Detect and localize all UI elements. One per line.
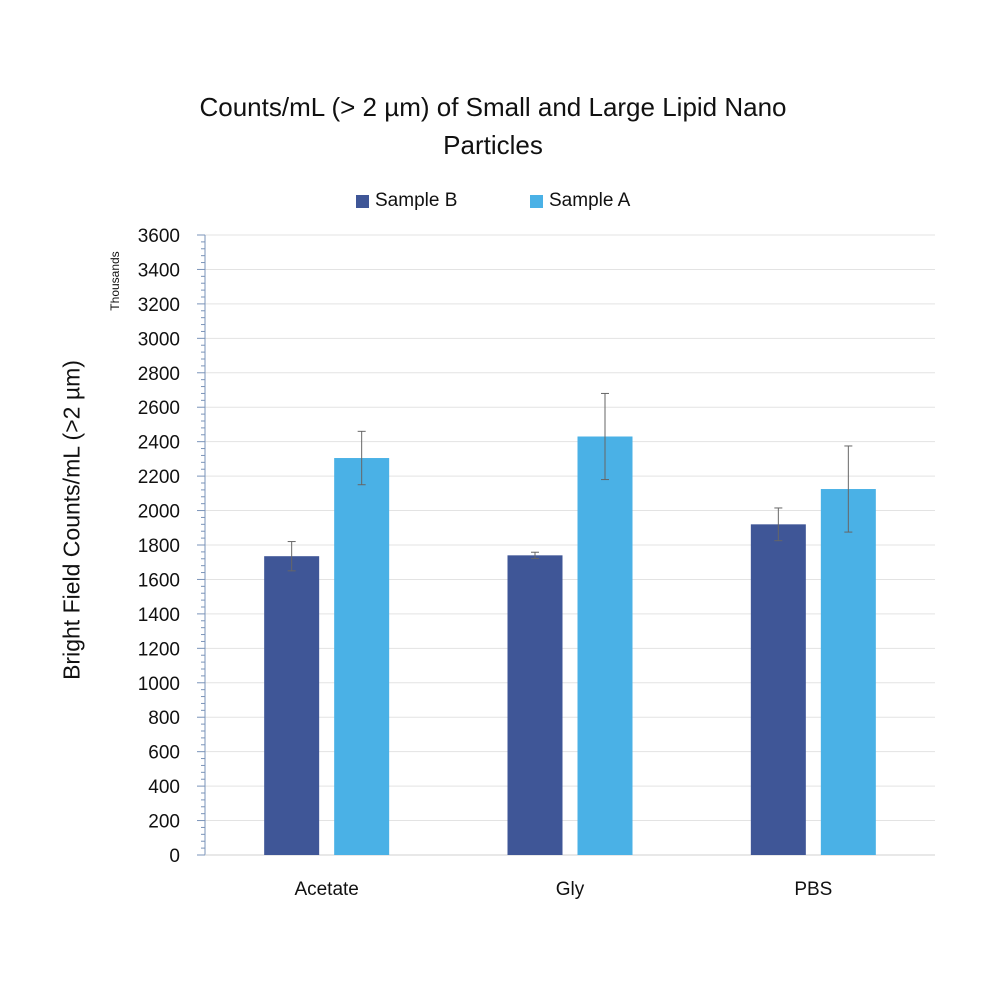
legend-item-sample-b: Sample B	[356, 190, 457, 212]
x-tick-label-gly: Gly	[556, 879, 585, 900]
x-tick-label-acetate: Acetate	[294, 879, 358, 900]
y-tick-label: 200	[148, 812, 180, 833]
x-tick-label-pbs: PBS	[794, 879, 832, 900]
y-tick-label: 1600	[138, 570, 180, 591]
legend-swatch-sample-b	[356, 194, 369, 208]
legend-swatch-sample-a	[530, 194, 543, 208]
y-tick-label: 800	[148, 708, 180, 729]
y-tick-label: 1000	[138, 674, 180, 695]
y-tick-label: 2800	[138, 364, 180, 385]
bar-sample-a-acetate	[334, 458, 390, 855]
legend-label-sample-a: Sample A	[549, 190, 631, 211]
y-tick-label: 3200	[138, 295, 180, 316]
legend-item-sample-a: Sample A	[530, 190, 630, 212]
legend: Sample B Sample A	[0, 190, 1000, 218]
bar-sample-a-pbs	[820, 489, 876, 855]
y-tick-label: 2400	[138, 433, 180, 454]
y-tick-label: 600	[148, 743, 180, 764]
y-tick-label: 3000	[138, 329, 180, 350]
y-tick-label: 2200	[138, 467, 180, 488]
bar-sample-b-pbs	[750, 524, 806, 855]
bar-sample-b-gly	[507, 555, 563, 855]
chart-title: Counts/mL (> 2 µm) of Small and Large Li…	[150, 88, 836, 164]
chart-title-line-2: Particles	[443, 130, 543, 160]
bar-sample-a-gly	[577, 436, 633, 855]
y-tick-label: 400	[148, 777, 180, 798]
y-tick-label: 3600	[138, 226, 180, 247]
chart-title-line-1: Counts/mL (> 2 µm) of Small and Large Li…	[199, 92, 787, 122]
y-tick-label: 1400	[138, 605, 180, 626]
y-tick-label: 2000	[138, 502, 180, 523]
y-tick-label: 0	[169, 846, 180, 867]
y-tick-label: 3400	[138, 260, 180, 281]
y-tick-label: 1200	[138, 639, 180, 660]
legend-label-sample-b: Sample B	[375, 190, 458, 211]
y-tick-label: 1800	[138, 536, 180, 557]
y-tick-label: 2600	[138, 398, 180, 419]
bar-sample-b-acetate	[264, 556, 320, 855]
